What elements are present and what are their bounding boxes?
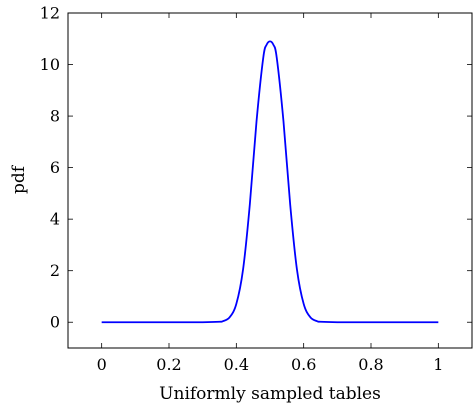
x-axis: 0 0.2 0.4 0.6 0.8 1 xyxy=(97,13,443,374)
y-tick-label: 12 xyxy=(40,4,60,23)
y-axis: 0 2 4 6 8 10 12 xyxy=(40,4,472,332)
x-tick-label: 0.4 xyxy=(224,355,249,374)
plot-frame xyxy=(67,12,473,349)
y-tick-label: 6 xyxy=(50,158,60,177)
x-tick-label: 0.2 xyxy=(156,355,181,374)
y-tick-label: 4 xyxy=(50,210,60,229)
y-tick-label: 10 xyxy=(40,55,60,74)
y-axis-label: pdf xyxy=(9,164,29,194)
x-tick-label: 0.8 xyxy=(358,355,383,374)
x-tick-label: 1 xyxy=(433,355,443,374)
pdf-curve xyxy=(101,40,439,324)
x-axis-label: Uniformly sampled tables xyxy=(159,384,381,404)
y-tick-label: 8 xyxy=(50,107,60,126)
y-tick-label: 2 xyxy=(50,261,60,280)
x-tick-label: 0 xyxy=(97,355,107,374)
y-tick-label: 0 xyxy=(50,313,60,332)
x-tick-label: 0.6 xyxy=(291,355,316,374)
